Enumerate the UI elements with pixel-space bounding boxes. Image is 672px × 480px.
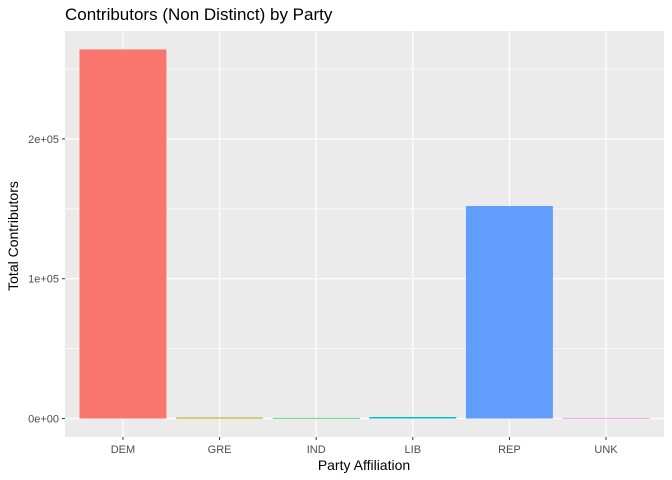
bars: [79, 49, 650, 419]
x-tick-label: REP: [498, 444, 521, 456]
x-tick-label: GRE: [208, 444, 232, 456]
bar-rep: [465, 206, 553, 419]
y-tick-label: 1e+05: [28, 274, 59, 286]
x-tick-label: IND: [307, 444, 326, 456]
x-axis-title: Party Affiliation: [318, 457, 410, 473]
bar-lib: [369, 417, 457, 419]
y-tick-label: 2e+05: [28, 134, 59, 146]
bar-ind: [272, 417, 360, 419]
bar-unk: [562, 417, 650, 419]
chart-title: Contributors (Non Distinct) by Party: [65, 5, 333, 24]
bar-dem: [79, 49, 167, 419]
y-axis-title: Total Contributors: [5, 181, 21, 291]
y-axis-ticks: 0e+00 1e+05 2e+05: [28, 134, 65, 426]
bar-gre: [176, 417, 264, 419]
x-tick-label: DEM: [111, 444, 135, 456]
y-tick-label: 0e+00: [28, 414, 59, 426]
x-axis-ticks: DEM GRE IND LIB REP UNK: [111, 437, 618, 456]
x-tick-label: LIB: [405, 444, 422, 456]
x-tick-label: UNK: [594, 444, 618, 456]
